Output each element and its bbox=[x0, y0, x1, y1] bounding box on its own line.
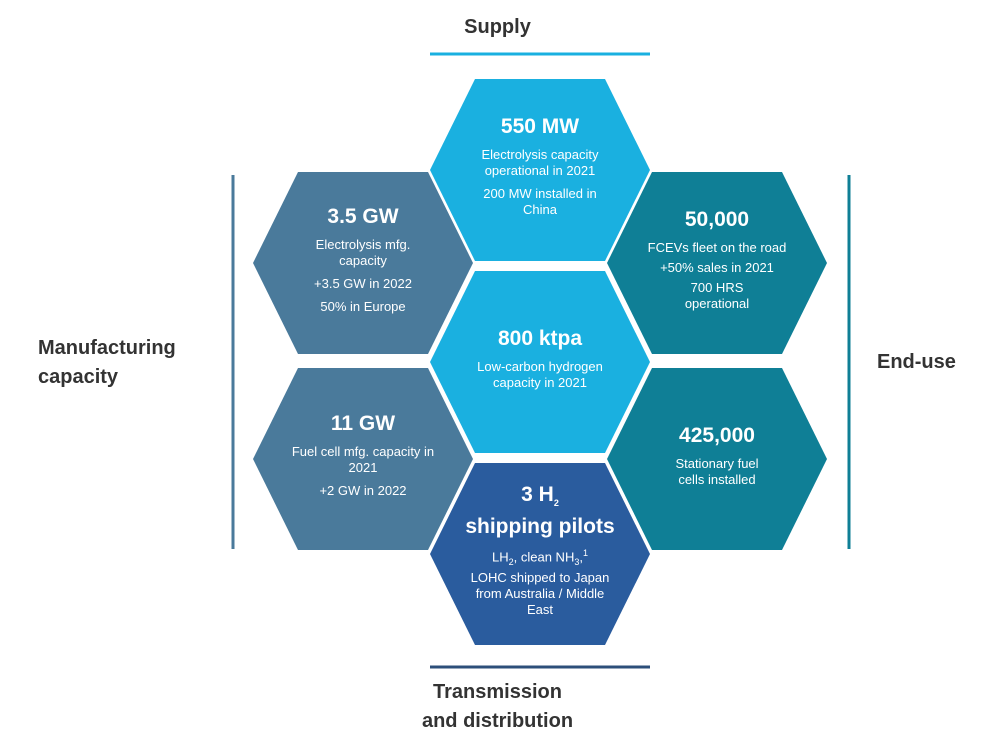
text: 50% in Europe bbox=[320, 298, 406, 314]
text: 3 H bbox=[521, 482, 554, 506]
manufacturing-label: Manufacturing capacity bbox=[38, 334, 176, 392]
hex-text: 800 ktpa Low-carbon hydrogen capacity in… bbox=[430, 270, 650, 454]
text: shipping pilots bbox=[465, 515, 615, 539]
text: capacity bbox=[38, 366, 119, 388]
text: Stationary fuel cells installed bbox=[675, 455, 759, 487]
text: LOHC shipped to Japan from Australia / M… bbox=[470, 570, 610, 618]
end-use-label: End-use bbox=[877, 351, 956, 373]
text: , bbox=[579, 549, 583, 565]
text: 2 bbox=[553, 498, 559, 509]
text: Electrolysis capacity operational in 202… bbox=[481, 147, 599, 178]
text: Fuel cell mfg. capacity in 2021 bbox=[291, 444, 435, 475]
hex-text: 3.5 GW Electrolysis mfg. capacity +3.5 G… bbox=[253, 171, 473, 355]
text: +3.5 GW in 2022 bbox=[314, 275, 412, 291]
text: 50,000 bbox=[684, 207, 750, 231]
text: 3.5 GW bbox=[327, 204, 399, 228]
hexagon bbox=[430, 463, 650, 645]
text: 3 bbox=[574, 557, 580, 568]
hexagon bbox=[253, 172, 473, 354]
text: Low-carbon hydrogen capacity in 2021 bbox=[477, 358, 603, 390]
hex-text: 50,000 FCEVs fleet on the road +50% sale… bbox=[607, 171, 827, 355]
text: 200 MW installed in China bbox=[483, 186, 597, 217]
supply-label: Supply bbox=[464, 16, 531, 38]
text: 1 bbox=[582, 548, 588, 559]
text: +50% sales in 2021 bbox=[660, 259, 774, 275]
text: 2 bbox=[508, 557, 514, 568]
text: Transmission bbox=[433, 681, 562, 703]
text: Electrolysis mfg. capacity bbox=[315, 236, 411, 268]
text: and distribution bbox=[421, 710, 574, 729]
text: 800 ktpa bbox=[497, 326, 583, 350]
hexagon bbox=[430, 79, 650, 261]
text: LH bbox=[492, 549, 509, 565]
text: 11 GW bbox=[330, 412, 396, 435]
hexagon bbox=[607, 172, 827, 354]
hexagon bbox=[607, 368, 827, 550]
hex-text: 425,000 Stationary fuel cells installed bbox=[607, 367, 827, 551]
hexagon bbox=[253, 368, 473, 550]
text: 425,000 bbox=[679, 423, 755, 447]
text: 700 HRS operational bbox=[684, 279, 750, 311]
text: , clean NH bbox=[513, 549, 575, 565]
hex-text: 550 MW Electrolysis capacity operational… bbox=[430, 78, 650, 262]
text: +2 GW in 2022 bbox=[319, 483, 407, 498]
hex-text: 11 GW Fuel cell mfg. capacity in 2021 +2… bbox=[253, 367, 473, 551]
text: Manufacturing bbox=[38, 337, 176, 359]
hexagon bbox=[430, 271, 650, 453]
transmission-label: Transmission and distribution bbox=[0, 678, 995, 729]
hex-text: 3 H2 shipping pilots LH2, clean NH3,1 LOHC… bbox=[430, 462, 650, 646]
text: 550 MW bbox=[500, 115, 580, 138]
text: FCEVs fleet on the road bbox=[647, 239, 787, 255]
